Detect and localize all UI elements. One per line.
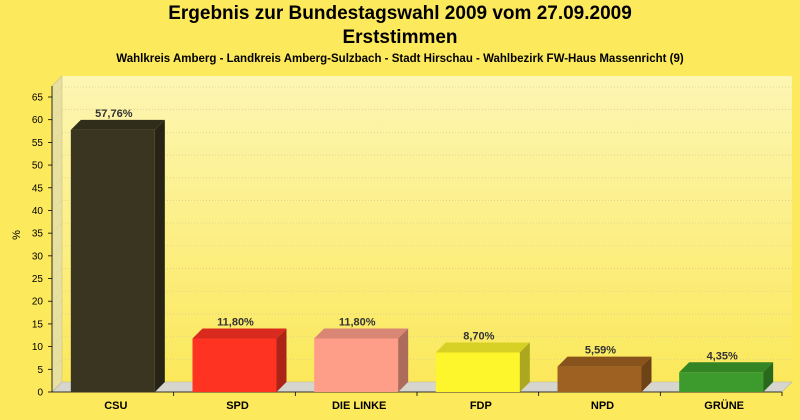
y-tick-label: 25 (32, 274, 44, 285)
data-label: 5,59% (585, 345, 616, 357)
bar-grüne (679, 372, 764, 392)
data-label: 57,76% (95, 108, 133, 120)
y-tick-label: 15 (32, 319, 44, 330)
bar-side (276, 328, 287, 392)
plot-back-wall (62, 76, 792, 382)
y-tick-label: 0 (37, 388, 43, 399)
y-axis-label: % (11, 230, 23, 240)
y-tick-label: 60 (32, 115, 44, 126)
y-tick-label: 5 (37, 365, 43, 376)
bar-fdp (435, 352, 520, 392)
y-tick-label: 45 (32, 183, 44, 194)
bar-npd (557, 366, 642, 392)
x-tick-label: GRÜNE (704, 399, 744, 412)
x-tick-label: FDP (470, 400, 492, 412)
bar-top (70, 119, 165, 130)
data-label: 11,80% (217, 316, 254, 328)
chart-title-2: Erststimmen (342, 27, 458, 48)
y-tick-label: 10 (32, 342, 44, 353)
bar-side (398, 328, 409, 392)
data-label: 11,80% (339, 316, 376, 328)
data-label: 4,35% (707, 350, 738, 362)
x-tick-label: CSU (104, 400, 127, 412)
y-tick-label: 50 (32, 161, 44, 172)
bar-top (314, 328, 409, 339)
bar-die-linke (314, 338, 399, 392)
y-tick-label: 35 (32, 229, 44, 240)
bar-top (192, 328, 287, 339)
chart-title: Ergebnis zur Bundestagswahl 2009 vom 27.… (168, 3, 632, 24)
x-tick-label: SPD (226, 400, 249, 412)
bar-spd (192, 338, 277, 392)
bar-side (641, 356, 652, 392)
x-tick-label: DIE LINKE (332, 400, 386, 412)
bar-csu (70, 129, 155, 392)
bar-top (679, 362, 774, 373)
bar-top (435, 342, 530, 353)
bar-top (557, 356, 652, 367)
bar-side (154, 119, 165, 392)
x-tick-label: NPD (591, 400, 614, 412)
y-tick-label: 20 (32, 297, 44, 308)
data-label: 8,70% (463, 331, 494, 343)
y-tick-label: 40 (32, 206, 44, 217)
y-tick-label: 30 (32, 251, 44, 262)
chart-subtitle: Wahlkreis Amberg - Landkreis Amberg-Sulz… (116, 53, 684, 65)
y-tick-label: 65 (32, 93, 44, 104)
y-tick-label: 55 (32, 138, 44, 149)
plot-side-wall (51, 75, 63, 393)
bar-side (519, 342, 530, 392)
bar-side (763, 362, 774, 392)
